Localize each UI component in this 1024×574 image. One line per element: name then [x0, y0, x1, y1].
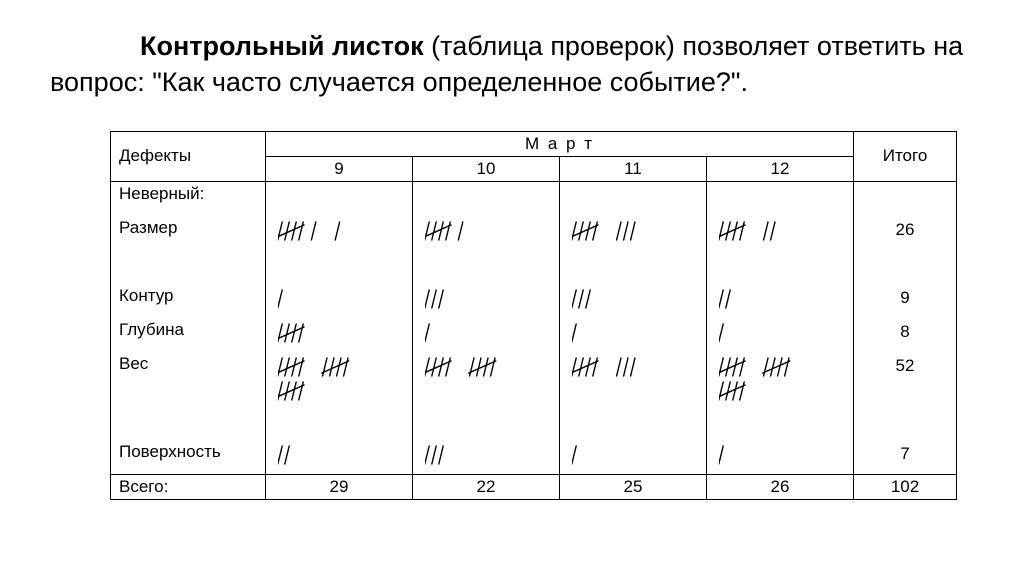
tally-cell [707, 406, 854, 440]
intro-text: Контрольный листок (таблица проверок) по… [50, 28, 974, 101]
tally-cell [560, 352, 707, 406]
row-total: 52 [854, 352, 957, 406]
tally-cell [413, 318, 560, 352]
row-label: Глубина [111, 318, 266, 352]
check-sheet-table-wrap: Дефекты М а р т Итого 9 10 11 12 Неверны… [110, 131, 974, 500]
tally-cell [266, 440, 413, 475]
tally-cell [707, 216, 854, 250]
tally-cell [413, 216, 560, 250]
page-root: Контрольный листок (таблица проверок) по… [0, 0, 1024, 500]
header-day: 9 [266, 156, 413, 181]
table-row: Размер 26 [111, 216, 957, 250]
tally-cell [560, 318, 707, 352]
tally-cell [413, 284, 560, 318]
check-sheet-table: Дефекты М а р т Итого 9 10 11 12 Неверны… [110, 131, 957, 500]
table-row: Поверхность 7 [111, 440, 957, 475]
row-label: Вес [111, 352, 266, 406]
table-body: Неверный: Размер 26 Контур 9 Глубина 8 В… [111, 181, 957, 499]
tally-cell [266, 250, 413, 284]
row-total: 9 [854, 284, 957, 318]
tally-cell [707, 440, 854, 475]
row-label: Неверный: [111, 181, 266, 216]
tally-cell [413, 440, 560, 475]
tally-cell [707, 284, 854, 318]
row-label [111, 406, 266, 440]
footer-grand-total: 102 [854, 474, 957, 499]
tally-cell [266, 284, 413, 318]
row-total [854, 406, 957, 440]
header-day: 11 [560, 156, 707, 181]
tally-cell [266, 318, 413, 352]
table-row: Вес 52 [111, 352, 957, 406]
tally-cell [707, 352, 854, 406]
row-label [111, 250, 266, 284]
header-day: 12 [707, 156, 854, 181]
tally-cell [413, 352, 560, 406]
tally-cell [266, 216, 413, 250]
header-month: М а р т [266, 131, 854, 156]
tally-cell [707, 181, 854, 216]
row-total: 7 [854, 440, 957, 475]
footer-value: 22 [413, 474, 560, 499]
tally-cell [413, 181, 560, 216]
footer-value: 25 [560, 474, 707, 499]
tally-cell [413, 250, 560, 284]
row-total: 26 [854, 216, 957, 250]
table-row: Неверный: [111, 181, 957, 216]
tally-cell [707, 318, 854, 352]
table-row: Глубина 8 [111, 318, 957, 352]
tally-cell [560, 406, 707, 440]
tally-cell [560, 181, 707, 216]
tally-cell [560, 250, 707, 284]
row-total [854, 181, 957, 216]
tally-cell [560, 440, 707, 475]
tally-cell [266, 181, 413, 216]
table-footer: Всего: 29222526 102 [111, 474, 957, 499]
tally-cell [560, 284, 707, 318]
tally-cell [413, 406, 560, 440]
tally-cell [707, 250, 854, 284]
tally-cell [560, 216, 707, 250]
footer-value: 29 [266, 474, 413, 499]
header-defects: Дефекты [111, 131, 266, 181]
tally-cell [266, 406, 413, 440]
tally-cell [266, 352, 413, 406]
table-row [111, 250, 957, 284]
intro-bold: Контрольный листок [140, 31, 424, 61]
row-label: Поверхность [111, 440, 266, 475]
table-row [111, 406, 957, 440]
row-total [854, 250, 957, 284]
row-label: Контур [111, 284, 266, 318]
row-label: Размер [111, 216, 266, 250]
table-row: Контур 9 [111, 284, 957, 318]
row-total: 8 [854, 318, 957, 352]
footer-label: Всего: [111, 474, 266, 499]
header-total: Итого [854, 131, 957, 181]
footer-value: 26 [707, 474, 854, 499]
header-day: 10 [413, 156, 560, 181]
table-header: Дефекты М а р т Итого 9 10 11 12 [111, 131, 957, 181]
